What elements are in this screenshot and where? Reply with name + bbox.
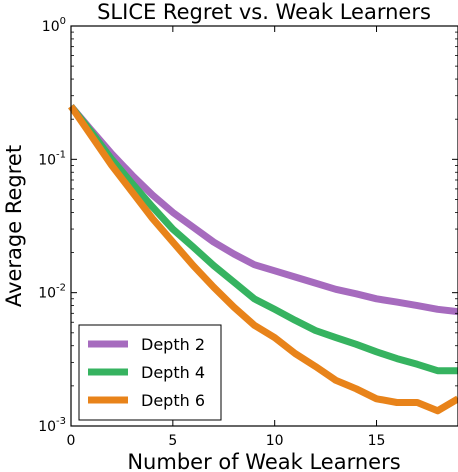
plot-series xyxy=(68,104,458,415)
y-tick-label: 10-1 xyxy=(38,149,66,168)
y-tick-exponent: -1 xyxy=(56,149,66,160)
x-tick-label: 0 xyxy=(67,433,76,449)
y-tick-base: 10 xyxy=(38,419,56,435)
series-line-1 xyxy=(68,104,458,316)
y-tick-exponent: -3 xyxy=(56,416,66,427)
plot-frame xyxy=(70,25,458,427)
y-tick-exponent: -2 xyxy=(56,283,66,294)
y-tick-base: 10 xyxy=(38,286,56,302)
x-tick-label: 5 xyxy=(168,433,177,449)
y-axis-label: Average Regret xyxy=(2,145,26,307)
x-tick-label: 10 xyxy=(266,433,284,449)
series-line-3 xyxy=(68,104,458,415)
chart-title: SLICE Regret vs. Weak Learners xyxy=(97,0,431,24)
legend: Depth 2 Depth 4 Depth 6 xyxy=(78,324,222,421)
x-tick-label: 15 xyxy=(368,433,386,449)
y-tick-label: 10-3 xyxy=(38,416,66,435)
legend-label-3: Depth 6 xyxy=(141,391,205,410)
x-axis-ticks: 0 5 10 15 xyxy=(67,26,386,449)
legend-label-1: Depth 2 xyxy=(141,335,205,354)
x-axis-label: Number of Weak Learners xyxy=(127,450,400,472)
legend-label-2: Depth 4 xyxy=(141,363,205,382)
y-tick-label: 10-2 xyxy=(38,283,66,302)
series-line-2 xyxy=(68,104,458,375)
y-tick-base: 10 xyxy=(38,152,56,168)
y-tick-exponent: 0 xyxy=(60,16,66,27)
y-tick-label: 100 xyxy=(42,16,66,35)
y-tick-base: 10 xyxy=(42,19,60,35)
